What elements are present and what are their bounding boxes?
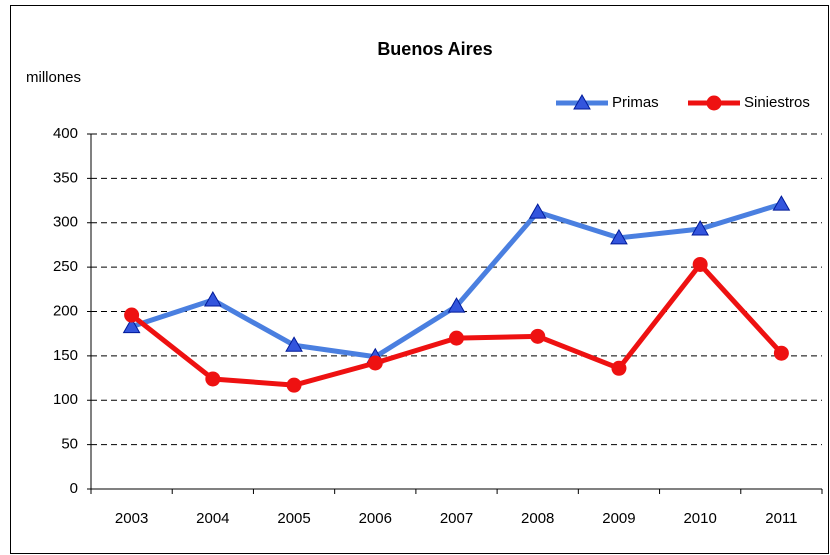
y-tick-label: 150: [53, 347, 78, 364]
data-point: [367, 355, 383, 371]
data-point: [122, 317, 141, 334]
y-tick-label: 250: [53, 258, 78, 275]
x-tick-label: 2005: [277, 510, 310, 527]
data-point: [692, 256, 708, 272]
y-tick-label: 400: [53, 125, 78, 142]
legend-marker: [573, 93, 591, 110]
y-tick-label: 300: [53, 214, 78, 231]
data-point: [773, 345, 789, 361]
y-tick-label: 50: [61, 436, 78, 453]
data-point: [611, 360, 627, 376]
data-point: [691, 219, 710, 236]
data-point: [530, 328, 546, 344]
x-tick-label: 2008: [521, 510, 554, 527]
x-tick-label: 2010: [683, 510, 716, 527]
legend-label: Primas: [612, 94, 659, 111]
chart-frame: [10, 5, 829, 554]
legend-label: Siniestros: [744, 94, 810, 111]
x-tick-label: 2003: [115, 510, 148, 527]
data-point: [447, 297, 466, 313]
x-tick-label: 2006: [359, 510, 392, 527]
x-tick-label: 2004: [196, 510, 229, 527]
data-point: [203, 290, 222, 307]
x-tick-label: 2011: [765, 510, 797, 527]
y-axis-label: millones: [26, 69, 81, 86]
y-tick-label: 200: [53, 302, 78, 319]
data-point: [124, 307, 140, 323]
y-tick-label: 100: [53, 391, 78, 408]
chart-title: Buenos Aires: [377, 39, 492, 59]
data-point: [205, 371, 221, 387]
y-tick-label: 350: [53, 169, 78, 186]
data-point: [610, 228, 628, 245]
data-point: [286, 377, 302, 393]
data-point: [528, 203, 547, 219]
data-point: [285, 336, 303, 352]
data-point: [772, 195, 791, 211]
data-point: [449, 330, 464, 346]
legend-marker: [706, 95, 722, 111]
x-tick-label: 2009: [602, 510, 635, 527]
y-tick-label: 0: [70, 480, 78, 497]
x-tick-label: 2007: [440, 510, 473, 527]
